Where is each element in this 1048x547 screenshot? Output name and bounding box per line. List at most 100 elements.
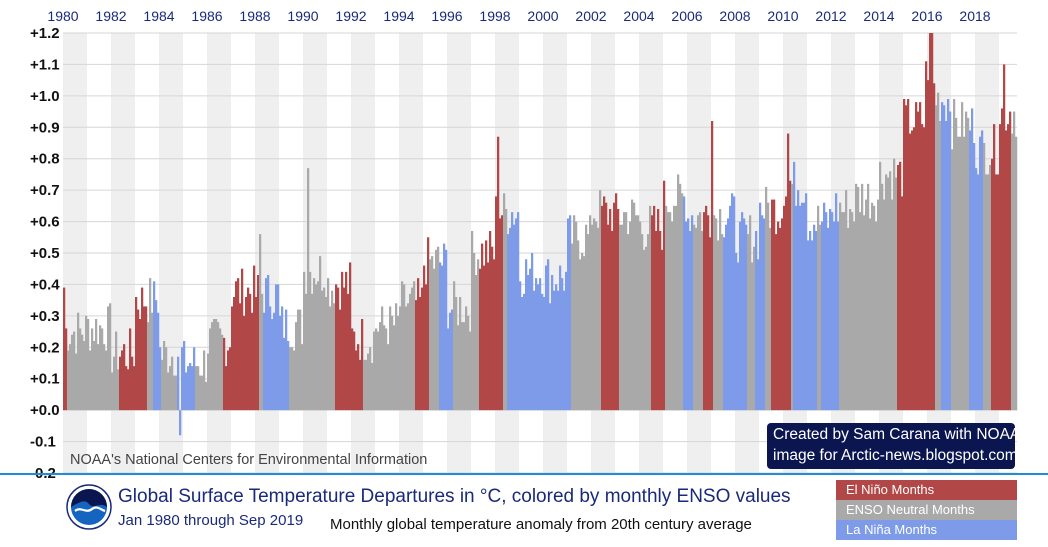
month-bar — [605, 202, 608, 411]
month-bar — [693, 224, 696, 411]
month-bar — [655, 231, 658, 411]
month-bar — [445, 249, 448, 411]
month-bar — [543, 297, 546, 411]
month-bar — [789, 180, 792, 411]
month-bar — [771, 199, 774, 411]
month-bar — [915, 102, 918, 411]
month-bar — [629, 221, 632, 411]
month-bar — [299, 309, 302, 411]
month-bar — [843, 212, 846, 411]
month-bar — [757, 259, 760, 411]
month-bar — [263, 312, 266, 411]
month-bar — [801, 202, 804, 411]
month-bar — [823, 202, 826, 411]
month-bar — [535, 278, 538, 411]
y-axis-ticks: +1.2 +1.1 +1.0 +0.9 +0.8 +0.7 +0.6 +0.5 +0.4 +0.3… — [30, 25, 60, 482]
month-bar — [399, 306, 402, 411]
footer-divider — [0, 473, 1048, 475]
month-bar — [587, 234, 590, 411]
month-bar — [939, 121, 942, 411]
month-bar — [807, 240, 810, 411]
month-bar — [987, 174, 990, 411]
month-bar — [595, 221, 598, 411]
month-bar — [911, 130, 914, 411]
month-bar — [857, 187, 860, 411]
month-bar — [829, 209, 832, 411]
month-bar — [287, 341, 290, 411]
month-bar — [423, 265, 426, 411]
month-bar — [751, 262, 754, 411]
month-bar — [913, 127, 916, 411]
month-bar — [203, 350, 206, 411]
month-bar — [971, 108, 974, 411]
month-bar — [973, 143, 976, 411]
credit-line-1: Created by Sam Carana with NOAA — [773, 426, 1015, 443]
month-bar — [809, 231, 812, 411]
month-bar — [573, 215, 576, 411]
y-tick-label: +0.3 — [30, 308, 60, 325]
month-bar — [269, 306, 272, 411]
x-tick-label: 2012 — [815, 8, 846, 24]
month-bar — [411, 287, 414, 411]
month-bar — [197, 366, 200, 411]
month-bar — [737, 262, 740, 411]
month-bar — [213, 319, 216, 411]
month-bar — [325, 297, 328, 411]
month-bar — [365, 359, 368, 411]
month-bar — [761, 215, 764, 411]
month-bar — [935, 105, 938, 411]
month-bar — [777, 221, 780, 411]
month-bar — [485, 240, 488, 411]
month-bar — [753, 246, 756, 411]
month-bar — [143, 306, 146, 411]
month-bar — [825, 212, 828, 411]
month-bar — [637, 215, 640, 411]
month-bar — [183, 341, 186, 411]
month-bar — [667, 212, 670, 411]
month-bar — [393, 325, 396, 411]
month-bar — [959, 136, 962, 411]
month-bar — [429, 259, 432, 411]
month-bar — [603, 196, 606, 411]
month-bar — [791, 183, 794, 411]
month-bar — [593, 218, 596, 411]
month-bar — [969, 130, 972, 411]
month-bar — [723, 237, 726, 411]
month-bar — [591, 224, 594, 411]
month-bar — [173, 375, 176, 411]
month-bar — [199, 375, 202, 411]
month-bar — [1013, 111, 1016, 411]
month-bar — [701, 231, 704, 411]
month-bar — [919, 102, 922, 411]
month-bar — [507, 234, 510, 411]
month-bar — [425, 284, 428, 411]
x-tick-label: 1990 — [287, 8, 318, 24]
month-bar — [465, 306, 468, 411]
month-bar — [115, 331, 118, 411]
month-bar — [849, 209, 852, 411]
month-bar — [483, 265, 486, 411]
month-bar — [63, 287, 66, 411]
month-bar — [307, 168, 310, 411]
month-bar — [211, 322, 214, 411]
month-bar — [899, 161, 902, 411]
month-bar — [889, 171, 892, 411]
month-bar — [881, 183, 884, 411]
month-bar — [97, 344, 100, 411]
month-bar — [181, 347, 184, 411]
month-bar — [519, 281, 522, 411]
month-bar — [407, 303, 410, 411]
month-bar — [275, 284, 278, 411]
month-bar — [501, 215, 504, 411]
month-bar — [193, 347, 196, 411]
month-bar — [585, 224, 588, 411]
month-bar — [467, 315, 470, 411]
month-bar — [839, 202, 842, 411]
month-bar — [73, 331, 76, 411]
month-bar — [477, 259, 480, 411]
month-bar — [89, 350, 92, 411]
month-bar — [235, 281, 238, 411]
month-bar — [69, 344, 72, 411]
legend-item-lanina: La Niña Months — [836, 520, 1017, 540]
